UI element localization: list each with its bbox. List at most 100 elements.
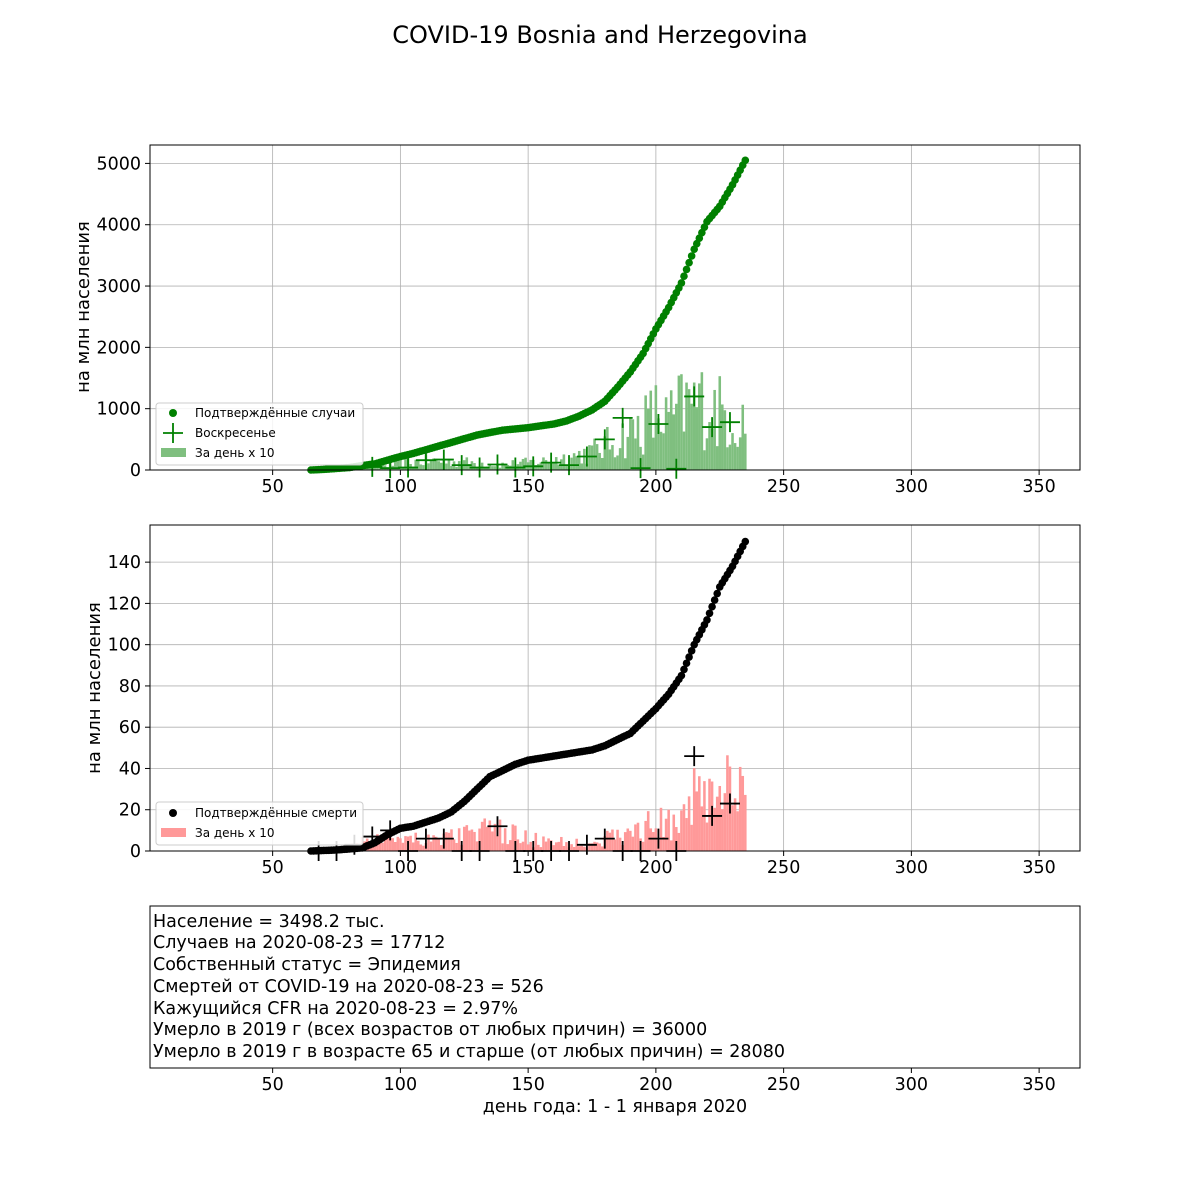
daily-bar bbox=[422, 845, 425, 851]
y-tick-label: 5000 bbox=[96, 154, 141, 174]
daily-bar bbox=[493, 466, 497, 470]
cases-daily-bars bbox=[312, 372, 747, 470]
daily-bar bbox=[450, 466, 453, 470]
daily-bar bbox=[731, 805, 734, 851]
daily-bar bbox=[419, 844, 423, 851]
daily-bar bbox=[393, 841, 397, 851]
daily-bar bbox=[590, 445, 594, 470]
daily-bar bbox=[687, 389, 691, 470]
daily-bar bbox=[608, 832, 612, 851]
daily-bar bbox=[608, 449, 612, 470]
daily-bar bbox=[677, 375, 681, 470]
cumulative-point bbox=[685, 653, 693, 661]
cases-legend-box bbox=[155, 402, 364, 466]
daily-bar bbox=[414, 459, 417, 470]
daily-bar bbox=[621, 423, 624, 470]
daily-bar bbox=[675, 403, 678, 470]
y-tick-label: 4000 bbox=[96, 216, 141, 236]
daily-bar bbox=[414, 832, 417, 851]
y-tick-label: 120 bbox=[108, 594, 141, 614]
daily-bar bbox=[529, 841, 532, 851]
info-line: Случаев на 2020-08-23 = 17712 bbox=[153, 933, 445, 953]
daily-bar bbox=[611, 829, 614, 851]
daily-bar bbox=[542, 836, 545, 851]
x-tick-label: 50 bbox=[261, 858, 283, 878]
daily-bar bbox=[480, 462, 484, 470]
sunday-marker bbox=[702, 805, 723, 826]
y-tick-label: 40 bbox=[119, 759, 141, 779]
daily-bar bbox=[427, 834, 430, 851]
daily-bar bbox=[585, 463, 589, 470]
daily-bar bbox=[547, 838, 550, 851]
daily-bar bbox=[646, 408, 650, 470]
cumulative-point bbox=[685, 258, 693, 267]
deaths-ylabel: на млн населения bbox=[84, 602, 105, 774]
daily-bar bbox=[570, 844, 573, 851]
daily-bar bbox=[577, 450, 581, 470]
daily-bar bbox=[595, 444, 599, 470]
daily-bar bbox=[646, 811, 650, 851]
daily-bar bbox=[672, 414, 676, 470]
daily-bar bbox=[416, 840, 420, 851]
x-tick-label: 100 bbox=[384, 858, 417, 878]
daily-bar bbox=[422, 465, 425, 470]
daily-bar bbox=[738, 437, 742, 470]
x-tick-label: 200 bbox=[639, 477, 672, 497]
daily-bar bbox=[501, 462, 504, 470]
sunday-marker bbox=[487, 816, 508, 837]
cumulative-point bbox=[682, 265, 691, 274]
sunday-marker bbox=[594, 828, 615, 849]
daily-bar bbox=[744, 794, 747, 851]
daily-bar bbox=[598, 843, 601, 851]
daily-bar bbox=[649, 390, 653, 470]
daily-bar bbox=[447, 832, 451, 851]
daily-bar bbox=[511, 460, 515, 470]
sunday-marker bbox=[541, 452, 562, 473]
daily-bar bbox=[690, 403, 693, 470]
daily-bar bbox=[386, 835, 389, 851]
cumulative-point bbox=[677, 279, 686, 287]
daily-bar bbox=[682, 804, 686, 851]
daily-bar bbox=[600, 457, 604, 470]
daily-bar bbox=[503, 463, 507, 470]
daily-bar bbox=[593, 841, 596, 851]
x-tick-label: 200 bbox=[639, 858, 672, 878]
daily-bar bbox=[429, 460, 433, 470]
info-box-frame bbox=[149, 905, 1081, 1069]
daily-bar bbox=[690, 824, 693, 851]
daily-bar bbox=[565, 842, 568, 851]
daily-bar bbox=[713, 807, 716, 851]
daily-bar bbox=[588, 843, 591, 851]
cumulative-point bbox=[680, 272, 688, 281]
daily-bar bbox=[488, 820, 492, 851]
x-tick-label: 100 bbox=[384, 477, 417, 497]
sunday-marker bbox=[576, 834, 597, 855]
daily-bar bbox=[506, 844, 509, 851]
daily-bar bbox=[631, 419, 635, 470]
daily-bar bbox=[475, 841, 479, 851]
daily-bar bbox=[721, 809, 724, 851]
sunday-marker bbox=[702, 417, 723, 438]
daily-bar bbox=[708, 778, 711, 851]
cases-legend: Подтверждённые случаи Воскресенье За ден… bbox=[155, 402, 364, 466]
x-tick-label: 200 bbox=[639, 1075, 672, 1095]
daily-bar bbox=[669, 840, 673, 851]
daily-bar bbox=[383, 834, 387, 851]
daily-bar bbox=[623, 458, 627, 470]
daily-bar bbox=[445, 832, 448, 851]
daily-bar bbox=[636, 415, 640, 470]
y-tick-label: 3000 bbox=[96, 277, 141, 297]
daily-bar bbox=[705, 822, 709, 851]
daily-bar bbox=[634, 438, 637, 470]
cases-legend-label-2: За день x 10 bbox=[195, 446, 274, 460]
daily-bar bbox=[455, 466, 458, 470]
daily-bar bbox=[519, 843, 522, 851]
daily-bar bbox=[623, 832, 627, 851]
x-tick-label: 250 bbox=[767, 477, 800, 497]
sunday-marker bbox=[487, 454, 508, 475]
daily-bar bbox=[682, 431, 686, 470]
sunday-marker bbox=[630, 458, 651, 479]
daily-bar bbox=[496, 835, 499, 851]
daily-bar bbox=[613, 457, 617, 470]
